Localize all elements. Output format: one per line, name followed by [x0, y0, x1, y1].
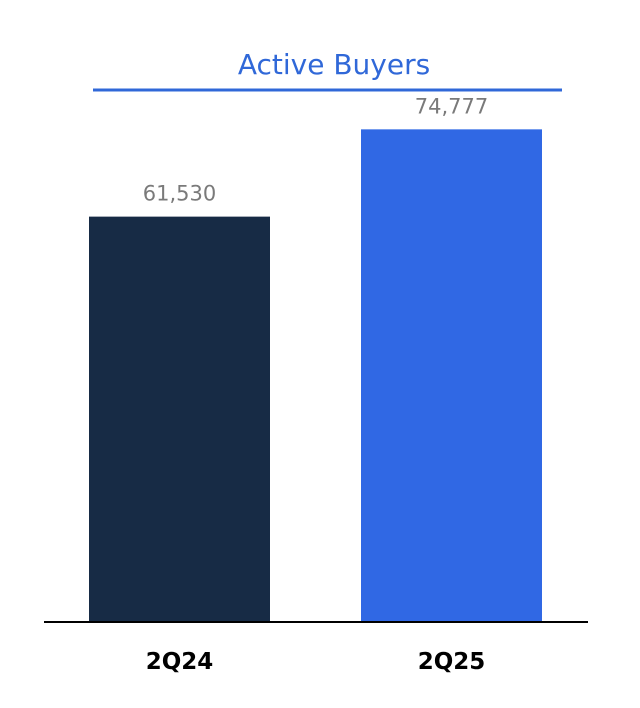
value-label-2q24: 61,530: [143, 182, 216, 206]
x-tick-label-2q25: 2Q25: [418, 649, 486, 675]
bar-2q24: [89, 216, 270, 622]
value-label-2q25: 74,777: [415, 94, 488, 118]
x-tick-label-2q24: 2Q24: [146, 649, 214, 675]
chart-title: Active Buyers: [238, 48, 430, 81]
bar-2q25: [361, 129, 542, 622]
